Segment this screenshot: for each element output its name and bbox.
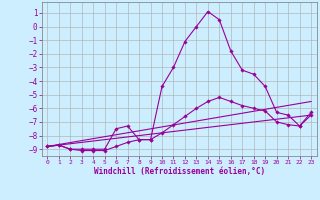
X-axis label: Windchill (Refroidissement éolien,°C): Windchill (Refroidissement éolien,°C) (94, 167, 265, 176)
